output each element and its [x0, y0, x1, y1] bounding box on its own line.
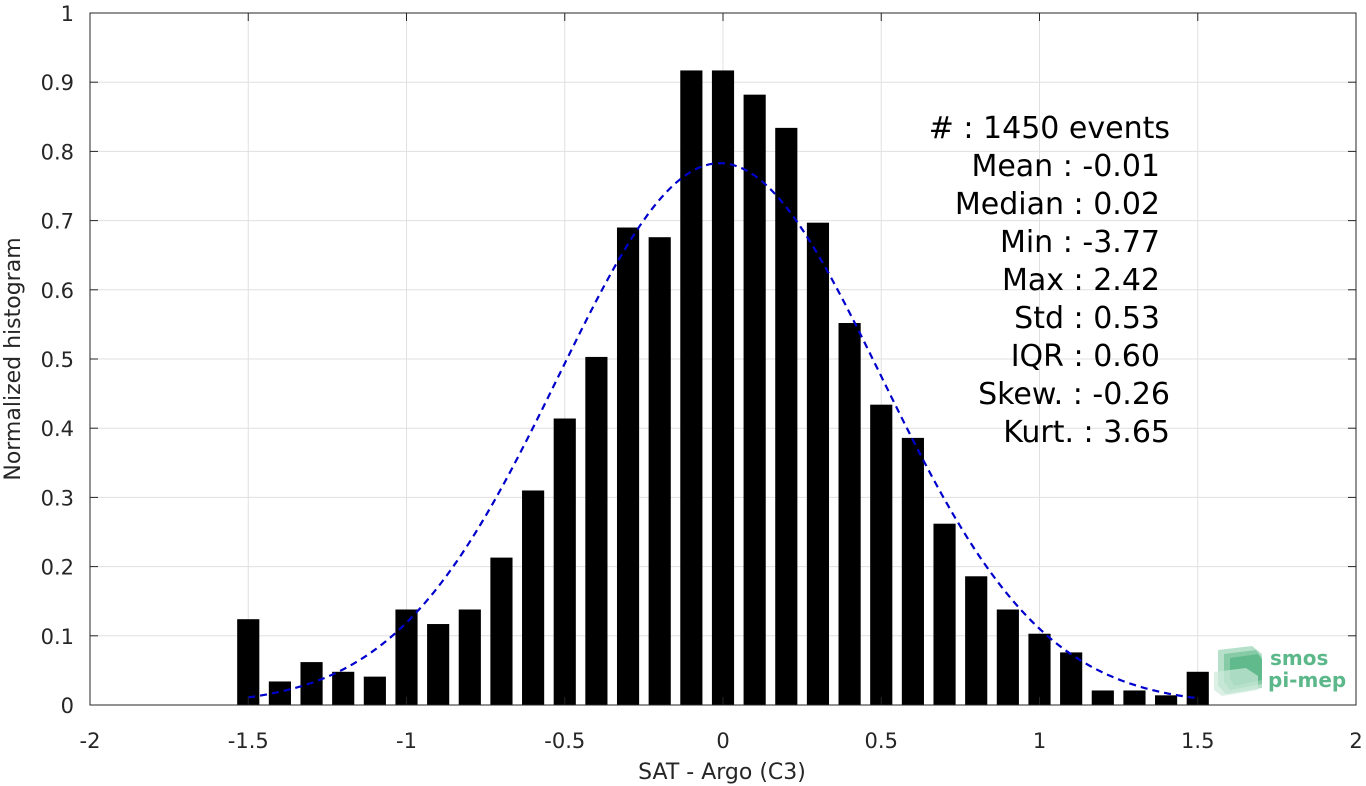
bars-group: [237, 70, 1209, 706]
bar-16: [743, 94, 766, 705]
stat-line-6: IQR : 0.60: [1011, 339, 1160, 374]
stat-line-0: # : 1450 events: [929, 111, 1170, 146]
logo-icon: [1214, 646, 1262, 696]
bar-6: [427, 624, 450, 705]
gaussian-fit-curve: [248, 162, 1198, 700]
bar-10: [553, 418, 576, 705]
x-tick-label-1: -1.5: [228, 729, 269, 753]
bar-14: [680, 70, 703, 706]
ticks-group: [89, 12, 1357, 706]
bar-21: [901, 437, 924, 705]
bar-12: [616, 227, 640, 705]
stat-line-2: Median : 0.02: [955, 187, 1160, 222]
bar-28: [1123, 690, 1146, 705]
y-tick-label-4: 0.4: [41, 417, 74, 441]
y-tick-label-2: 0.2: [41, 556, 74, 580]
bar-11: [585, 356, 608, 705]
bar-23: [965, 576, 988, 705]
y-tick-label-8: 0.8: [41, 140, 74, 164]
y-tick-label-7: 0.7: [41, 210, 74, 234]
smos-pi-mep-logo: smos pi-mep: [1214, 646, 1346, 696]
tick-labels-group: -2 -1.5 -1 -0.5 0 0.5 1 1.5 2 0 0.1 0.2 0.3 0.4 0.5 0.6…: [41, 2, 1363, 753]
stat-line-4: Max : 2.42: [1002, 263, 1160, 298]
x-tick-label-5: 0.5: [865, 729, 898, 753]
bar-4: [363, 676, 386, 705]
y-tick-label-3: 0.3: [41, 486, 74, 510]
stat-line-8: Kurt. : 3.65: [1003, 415, 1170, 450]
y-tick-label-5: 0.5: [41, 348, 74, 372]
bar-24: [996, 609, 1019, 705]
y-tick-label-10: 1: [61, 2, 74, 26]
bar-19: [838, 323, 861, 705]
x-tick-label-3: -0.5: [544, 729, 585, 753]
y-tick-label-0: 0: [61, 694, 74, 718]
x-tick-label-7: 1.5: [1181, 729, 1214, 753]
bar-29: [1155, 695, 1178, 705]
x-axis-label: SAT - Argo (C3): [638, 760, 806, 785]
bar-26: [1060, 652, 1083, 705]
x-tick-label-8: 2: [1349, 729, 1362, 753]
x-tick-label-6: 1: [1033, 729, 1046, 753]
stat-line-7: Skew. : -0.26: [978, 377, 1170, 412]
y-axis-label: Normalized histogram: [1, 237, 26, 480]
bar-13: [648, 237, 671, 705]
bar-15: [711, 70, 735, 706]
bar-5: [395, 609, 418, 705]
bar-17: [775, 127, 798, 705]
logo-text-pi-mep: pi-mep: [1268, 668, 1346, 692]
y-tick-label-6: 0.6: [41, 279, 74, 303]
bar-0: [237, 619, 260, 705]
x-tick-label-2: -1: [396, 729, 417, 753]
stat-line-1: Mean : -0.01: [971, 149, 1160, 184]
stat-line-3: Min : -3.77: [1000, 225, 1160, 260]
bar-20: [870, 404, 893, 705]
bar-27: [1091, 690, 1114, 705]
stat-line-5: Std : 0.53: [1014, 301, 1160, 336]
bar-8: [490, 557, 513, 705]
x-tick-label-0: -2: [80, 729, 101, 753]
bar-25: [1028, 633, 1051, 705]
x-tick-label-4: 0: [716, 729, 729, 753]
y-tick-label-9: 0.9: [41, 71, 74, 95]
bar-18: [806, 222, 830, 705]
logo-text-smos: smos: [1270, 646, 1328, 670]
bar-9: [522, 490, 545, 705]
bar-3: [332, 671, 355, 705]
y-tick-label-1: 0.1: [41, 625, 74, 649]
bar-1: [268, 681, 291, 705]
bar-7: [458, 609, 481, 705]
bar-22: [933, 523, 956, 705]
